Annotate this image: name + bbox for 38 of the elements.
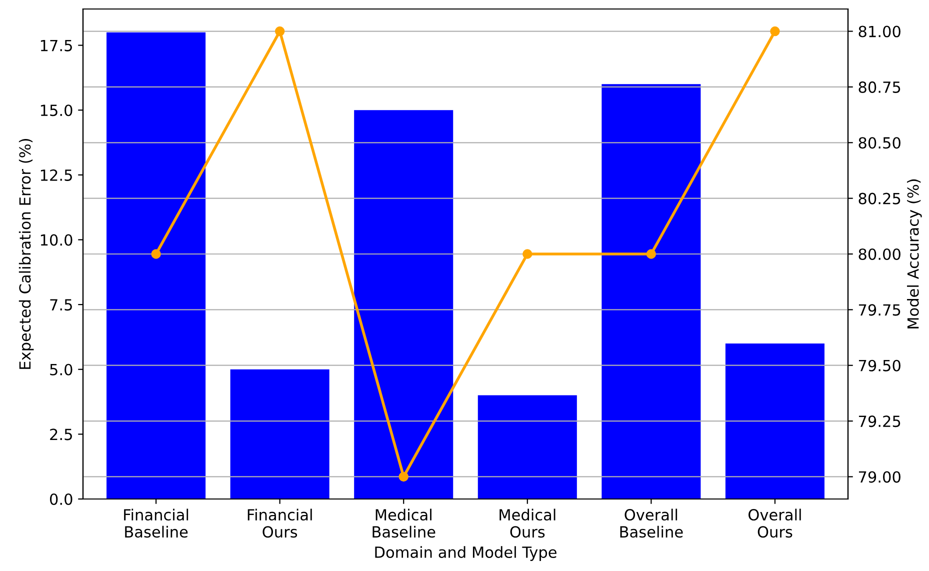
bar bbox=[106, 32, 206, 499]
point bbox=[646, 249, 656, 259]
x-tick-label: Overall Baseline bbox=[620, 508, 683, 538]
y-tick-label: 0.0 bbox=[50, 493, 72, 506]
y2-tick-label: 79.75 bbox=[858, 304, 900, 316]
y-tick-label: 2.5 bbox=[50, 428, 72, 440]
bar bbox=[725, 343, 824, 499]
y2-tick-label: 79.00 bbox=[858, 471, 900, 483]
y-tick-label: 5.0 bbox=[50, 364, 72, 376]
x-tick-label: Financial Baseline bbox=[124, 508, 188, 538]
y-tick-label: 17.5 bbox=[40, 40, 72, 52]
y2-tick-label: 80.00 bbox=[858, 248, 900, 260]
y2-tick-label: 80.25 bbox=[858, 192, 900, 204]
point bbox=[522, 249, 532, 259]
y-tick-label: 15.0 bbox=[40, 104, 72, 116]
y2-tick-label: 81.00 bbox=[858, 26, 900, 38]
point bbox=[398, 472, 408, 482]
bar bbox=[230, 369, 330, 499]
y-tick-label: 7.5 bbox=[50, 299, 72, 311]
x-tick-label: Medical Ours bbox=[500, 508, 556, 538]
point bbox=[151, 249, 161, 259]
x-tick-label: Overall Ours bbox=[748, 508, 801, 538]
y2-tick-label: 80.75 bbox=[858, 81, 900, 93]
y2-axis-title: Model Accuracy (%) bbox=[907, 179, 922, 328]
bar bbox=[354, 110, 454, 499]
x-tick-label: Medical Baseline bbox=[372, 508, 436, 538]
x-axis-title: Domain and Model Type bbox=[375, 546, 556, 561]
point bbox=[770, 26, 780, 36]
y-axis-title: Expected Calibration Error (%) bbox=[18, 138, 34, 369]
x-tick-label: Financial Ours bbox=[248, 508, 312, 538]
y-tick-label: 10.0 bbox=[40, 234, 72, 246]
point bbox=[274, 26, 285, 36]
y2-tick-label: 80.50 bbox=[858, 137, 900, 149]
y2-tick-label: 79.25 bbox=[858, 416, 900, 428]
bar bbox=[478, 395, 577, 499]
bar bbox=[602, 84, 701, 499]
y-tick-label: 12.5 bbox=[40, 169, 72, 181]
y2-tick-label: 79.50 bbox=[858, 360, 900, 372]
